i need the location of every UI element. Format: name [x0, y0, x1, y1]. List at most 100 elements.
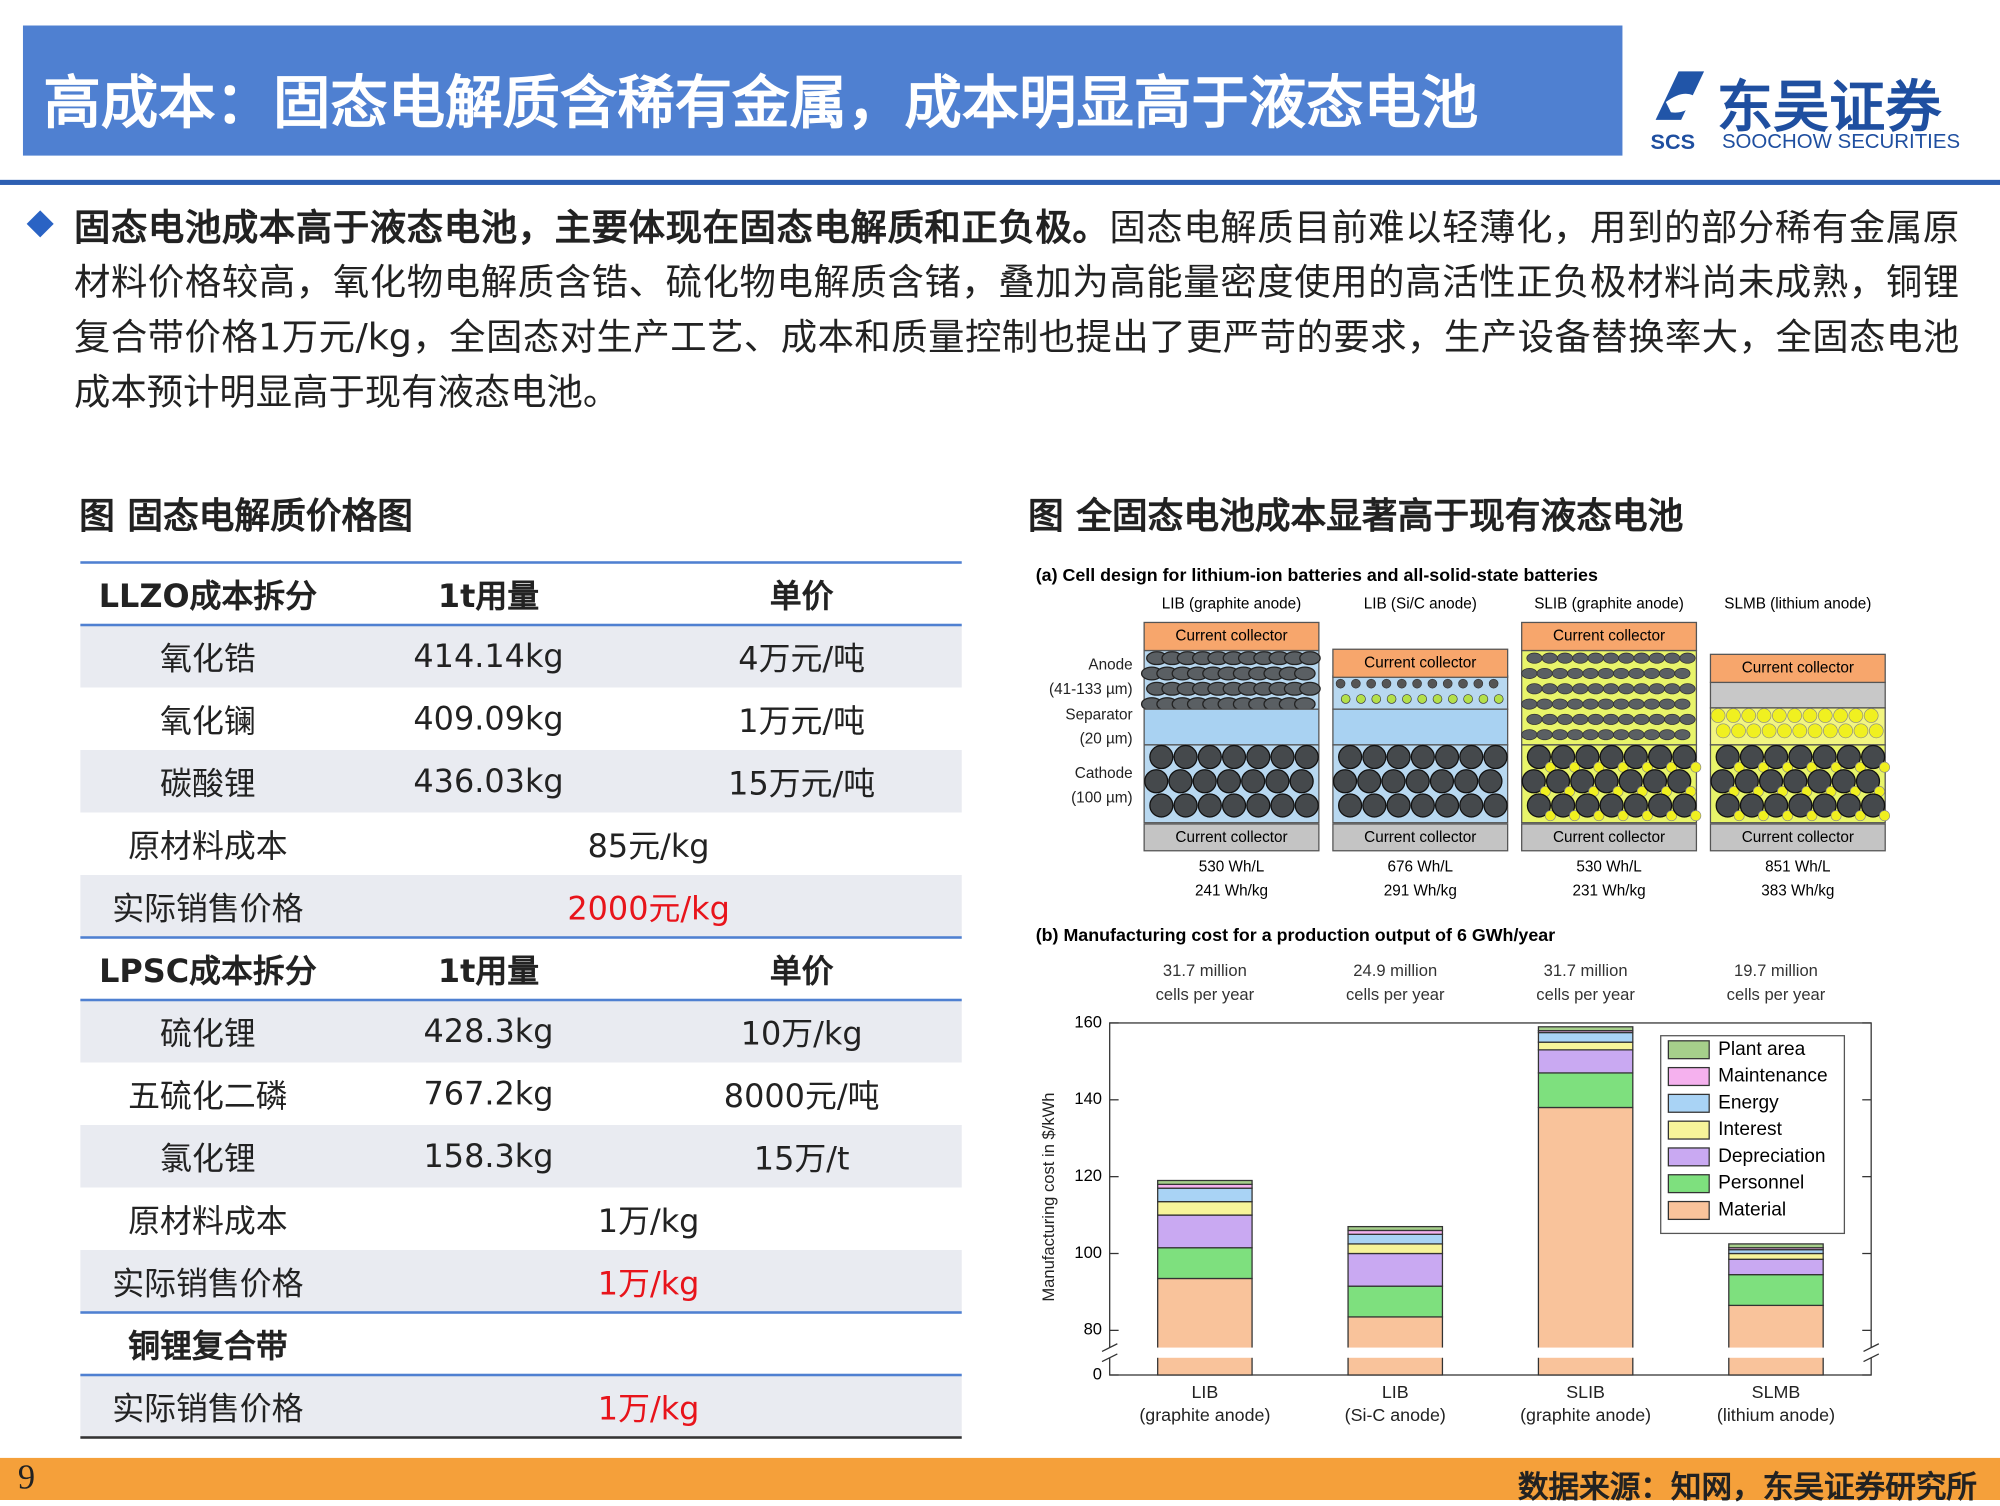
particle [1362, 793, 1387, 818]
particle [1848, 708, 1864, 723]
bar-segment [1728, 1274, 1824, 1307]
collector-label: Current collector [1742, 659, 1854, 676]
particle [1659, 667, 1676, 679]
particle [1783, 769, 1808, 794]
cell-label: LIB (graphite anode) [1162, 596, 1301, 613]
table-cell: 428.3kg [423, 1012, 554, 1050]
header-cell: 1t用量 [437, 952, 540, 990]
bar-segment [1157, 1277, 1253, 1376]
particle [1536, 698, 1553, 710]
particle [1551, 698, 1568, 710]
bar-segment [1537, 1106, 1634, 1376]
particle [1674, 729, 1691, 741]
particle [1567, 698, 1584, 710]
particle [1478, 694, 1489, 704]
bar-segment [1347, 1316, 1444, 1376]
particle [1879, 810, 1890, 822]
energy-density: 851 Wh/L [1765, 858, 1830, 875]
particle [1648, 713, 1665, 725]
logo-abbr: SCS [1650, 130, 1696, 155]
current-collector [1521, 621, 1698, 652]
particle [1582, 729, 1599, 741]
particle [1674, 698, 1691, 710]
particle [1567, 667, 1584, 679]
particle [1448, 694, 1458, 704]
particle [1572, 652, 1589, 664]
layer [1143, 708, 1320, 746]
particle [1541, 652, 1558, 664]
axis-break-mark [1863, 1343, 1880, 1352]
legend-label: Interest [1718, 1119, 1782, 1140]
particle [1338, 793, 1363, 818]
layer [1709, 681, 1886, 709]
table-rule [80, 1373, 962, 1377]
particle [1299, 681, 1321, 696]
particle [1836, 793, 1861, 818]
particle [1664, 652, 1681, 664]
particle [1868, 723, 1884, 739]
particle [1710, 769, 1735, 794]
legend-swatch [1667, 1120, 1710, 1140]
particle [1672, 793, 1697, 818]
table-rule [80, 936, 962, 939]
particle [1807, 769, 1832, 794]
particle [1863, 708, 1879, 723]
cell-label: SLMB (lithium anode) [1724, 596, 1871, 613]
legend-swatch [1667, 1147, 1710, 1167]
particle [1628, 698, 1645, 710]
particle [1575, 793, 1600, 818]
logo-icon [1655, 71, 1705, 120]
particle [1526, 713, 1543, 725]
particle [1459, 744, 1484, 770]
legend-swatch [1667, 1066, 1710, 1087]
particle [1788, 744, 1813, 770]
particle [1340, 694, 1351, 704]
energy-density: 291 Wh/kg [1384, 883, 1457, 900]
particle [1618, 769, 1643, 794]
particle [1817, 708, 1833, 723]
particle [1643, 698, 1660, 710]
particle [1860, 744, 1886, 770]
bar-segment [1157, 1247, 1253, 1280]
particle [1442, 678, 1453, 689]
particle [1246, 793, 1271, 818]
particle [1197, 793, 1222, 818]
particle [1613, 729, 1630, 741]
particle [1838, 723, 1853, 739]
particle [1402, 694, 1412, 704]
chart-title: (b) Manufacturing cost for a production … [1036, 925, 1555, 945]
particle [1493, 694, 1504, 704]
bar-segment [1537, 1031, 1634, 1043]
cell-label: SLIB (graphite anode) [1534, 596, 1684, 613]
particle [1551, 744, 1576, 770]
layer [1521, 649, 1698, 746]
header-bar [22, 25, 1623, 156]
current-collector [1709, 823, 1886, 852]
y-tick-label: 140 [1074, 1089, 1102, 1108]
particle [1371, 694, 1382, 704]
axis-break-mark [1101, 1343, 1118, 1352]
energy-density: 676 Wh/L [1388, 858, 1453, 875]
page-number: 9 [17, 1457, 36, 1497]
particle [1544, 810, 1556, 822]
particle [1667, 769, 1692, 794]
particle [1545, 769, 1571, 794]
header-cell: 1t用量 [437, 577, 540, 615]
particle [1802, 708, 1818, 723]
particle [1381, 678, 1392, 689]
table-rule [80, 623, 962, 627]
particle [1756, 708, 1772, 723]
logo-english: SOOCHOW SECURITIES [1721, 131, 1961, 154]
table-cell: 实际销售价格 [112, 1264, 304, 1302]
particle [1458, 678, 1468, 689]
particle [1294, 666, 1316, 681]
particle [1216, 769, 1242, 794]
table-cell: 碳酸锂 [160, 764, 256, 802]
particle [1410, 744, 1435, 770]
particle [1618, 652, 1635, 664]
bar-segment [1157, 1179, 1253, 1185]
table-cell: 767.2kg [423, 1075, 554, 1113]
body-rest: 固态电解质目前难以轻薄化，用到的部分稀有金属原材料价格较高，氧化物电解质含锆、硫… [73, 206, 1960, 414]
particle [1551, 793, 1576, 818]
